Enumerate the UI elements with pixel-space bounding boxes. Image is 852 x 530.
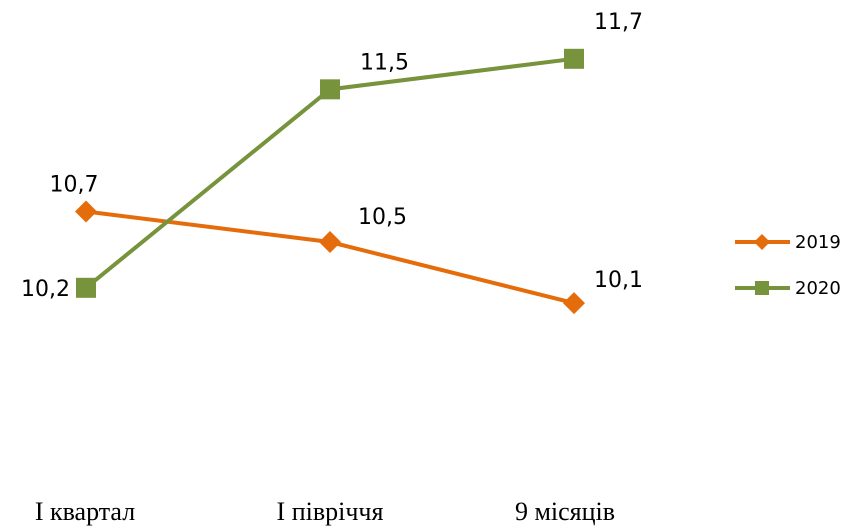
marker bbox=[76, 277, 96, 298]
data-label: 11,7 bbox=[594, 10, 643, 35]
marker bbox=[319, 231, 341, 253]
legend-label: 2019 bbox=[795, 232, 841, 253]
x-tick-label: 9 місяців bbox=[515, 497, 615, 526]
marker bbox=[320, 79, 340, 100]
marker bbox=[75, 200, 97, 223]
data-label: 10,7 bbox=[50, 172, 99, 197]
data-label: 10,1 bbox=[594, 268, 643, 293]
marker bbox=[564, 48, 584, 69]
data-label: 10,2 bbox=[21, 277, 70, 302]
series-line bbox=[85, 209, 575, 306]
marker bbox=[563, 292, 585, 315]
legend-marker bbox=[754, 234, 770, 250]
legend-label: 2020 bbox=[795, 278, 841, 299]
x-tick-label: I півріччя bbox=[277, 497, 384, 526]
legend-marker bbox=[755, 281, 769, 295]
data-label: 11,5 bbox=[360, 50, 409, 75]
data-label: 10,5 bbox=[358, 205, 407, 230]
x-tick-label: I квартал bbox=[35, 497, 135, 526]
